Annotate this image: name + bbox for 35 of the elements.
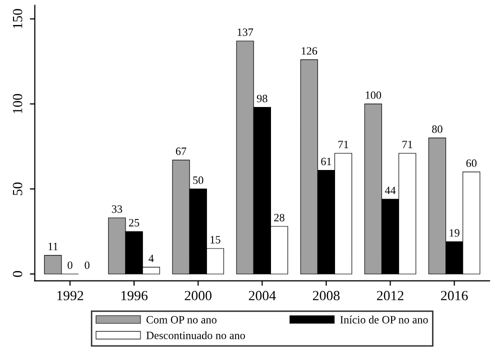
data-label: 98 [256,94,268,102]
legend-label: Com OP no ano [146,316,216,324]
x-tick-label: 2000 [184,290,212,300]
data-label: 33 [112,205,122,213]
data-label: 60 [466,159,477,167]
data-label: 19 [450,229,460,237]
x-tick-label: 2016 [441,290,468,300]
y-tick-label: 0 [12,271,22,277]
x-tick-label: 2004 [248,290,276,300]
data-label: 100 [366,91,382,99]
data-label: 44 [384,186,396,194]
data-label: 28 [274,214,284,222]
y-tick-label: 100 [12,94,22,114]
data-label: 11 [48,242,58,250]
data-label: 67 [176,148,186,156]
y-tick-label: 50 [12,182,22,196]
data-label: 4 [148,254,154,262]
legend-label: Descontinuado no ano [146,331,245,340]
y-tick-label: 150 [12,8,22,28]
data-label: 137 [238,28,254,36]
x-tick-label: 2008 [312,290,340,300]
x-tick-label: 2012 [376,290,404,300]
data-label: 50 [193,176,204,184]
data-label: 80 [432,125,442,133]
data-label: 71 [338,140,348,148]
data-label: 71 [402,140,412,148]
x-tick-label: 1992 [57,290,84,300]
data-label: 15 [210,236,220,244]
data-label: 61 [321,158,332,166]
legend-label: Início de OP no ano [340,316,428,324]
data-label: 0 [68,261,72,269]
data-label: 126 [302,47,318,55]
x-tick-label: 1996 [121,290,148,300]
data-label: 0 [84,261,90,269]
data-label: 25 [129,218,140,226]
